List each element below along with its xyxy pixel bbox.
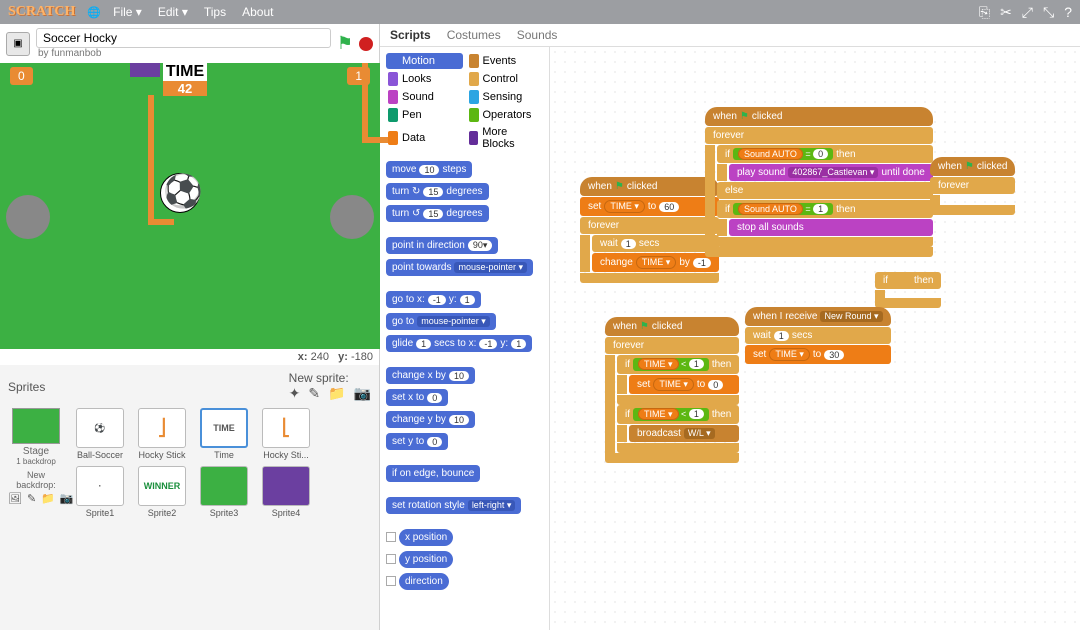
project-header: ▣ by funmanbob ⚑ (0, 24, 379, 63)
block-changey[interactable]: change y by10 (386, 411, 475, 428)
block-changex[interactable]: change x by10 (386, 367, 475, 384)
help-icon[interactable]: ? (1064, 4, 1072, 21)
dir-checkbox[interactable] (386, 576, 396, 586)
stage[interactable]: 0 1 TIME 42 (0, 63, 380, 349)
block-setx[interactable]: set x to0 (386, 389, 448, 406)
ypos-checkbox[interactable] (386, 554, 396, 564)
scratch-logo: SCRATCH (8, 4, 75, 20)
fullscreen-icon[interactable]: ▣ (6, 32, 30, 56)
block-sety[interactable]: set y to0 (386, 433, 448, 450)
duplicate-icon[interactable]: ⎘ (979, 4, 990, 21)
block-glide[interactable]: glide1secs to x:-1y:1 (386, 335, 532, 352)
block-point-towards[interactable]: point towardsmouse-pointer ▾ (386, 259, 533, 276)
paint-sprite-icon[interactable]: ✎ (308, 385, 320, 402)
sprite-purple (130, 63, 160, 77)
block-turn-cw[interactable]: turn ↻15degrees (386, 183, 489, 200)
score-left: 0 (10, 67, 33, 85)
sprite-time[interactable]: TIMETime (196, 408, 252, 460)
sprite-sprite2[interactable]: WINNERSprite2 (134, 466, 190, 518)
stop-icon[interactable] (359, 37, 373, 51)
main-menu: File ▾ Edit ▾ Tips About (113, 5, 273, 19)
reporter-direction[interactable]: direction (399, 573, 449, 590)
block-point-dir[interactable]: point in direction90▾ (386, 237, 498, 254)
sprite-sprite4[interactable]: Sprite4 (258, 466, 314, 518)
time-value: 42 (163, 81, 207, 96)
sprites-heading: Sprites (8, 380, 45, 394)
sprite-sprite3[interactable]: Sprite3 (196, 466, 252, 518)
hockey-stick-left (148, 95, 154, 225)
goal-left (6, 195, 50, 239)
left-column: ▣ by funmanbob ⚑ 0 1 TIME 42 x: 240 (0, 24, 380, 630)
new-sprite-label: New sprite: (289, 371, 349, 385)
block-bounce[interactable]: if on edge, bounce (386, 465, 480, 482)
tab-scripts[interactable]: Scripts (390, 28, 431, 42)
sprites-grid: ⚽Ball-Soccer ⎦Hocky Stick TIMETime ⎣Hock… (72, 408, 371, 518)
upload-backdrop-icon[interactable]: 📁 (41, 492, 55, 505)
choose-sprite-icon[interactable]: ✦ (289, 385, 301, 402)
reporter-xpos[interactable]: x position (399, 529, 453, 546)
xpos-checkbox[interactable] (386, 532, 396, 542)
editor-tabs: Scripts Costumes Sounds (380, 24, 1080, 47)
sprite-sprite1[interactable]: ·Sprite1 (72, 466, 128, 518)
block-turn-ccw[interactable]: turn ↺15degrees (386, 205, 489, 222)
cat-sensing[interactable]: Sensing (467, 89, 544, 105)
time-display: TIME 42 (163, 63, 207, 96)
goal-right (330, 195, 374, 239)
cat-events[interactable]: Events (467, 53, 544, 69)
cat-operators[interactable]: Operators (467, 107, 544, 123)
menu-file[interactable]: File ▾ (113, 5, 142, 19)
block-goto-xy[interactable]: go to x:-1y:1 (386, 291, 481, 308)
cat-looks[interactable]: Looks (386, 71, 463, 87)
shrink-icon[interactable]: ⤡ (1043, 4, 1054, 21)
script-stack-c[interactable]: when⚑clicked forever (930, 157, 1015, 215)
menu-about[interactable]: About (242, 5, 273, 19)
category-selector: Motion Events Looks Control Sound Sensin… (386, 53, 543, 151)
project-author: by funmanbob (36, 48, 331, 59)
hockey-stick-right (362, 63, 368, 143)
cat-more[interactable]: More Blocks (467, 125, 544, 151)
delete-icon[interactable]: ✂ (1000, 4, 1012, 21)
block-rotstyle[interactable]: set rotation styleleft-right ▾ (386, 497, 521, 514)
script-stack-b[interactable]: when⚑clicked forever ifSound AUTO = 0the… (705, 107, 933, 257)
reporter-ypos[interactable]: y position (399, 551, 453, 568)
top-bar: SCRATCH 🌐 File ▾ Edit ▾ Tips About ⎘ ✂ ⤢… (0, 0, 1080, 24)
paint-backdrop-icon[interactable]: ✎ (27, 492, 36, 505)
mouse-coords: x: 240 y: -180 (0, 349, 379, 365)
new-backdrop-label: New backdrop: (8, 470, 64, 490)
cat-pen[interactable]: Pen (386, 107, 463, 123)
grow-icon[interactable]: ⤢ (1022, 4, 1033, 21)
block-goto-mp[interactable]: go tomouse-pointer ▾ (386, 313, 496, 330)
globe-icon[interactable]: 🌐 (87, 6, 101, 19)
camera-sprite-icon[interactable]: 📷 (354, 385, 371, 402)
stage-thumbnail[interactable]: Stage 1 backdrop New backdrop: 🖼 ✎ 📁 📷 (8, 408, 64, 518)
cat-motion[interactable]: Motion (386, 53, 463, 69)
sprite-stick1[interactable]: ⎦Hocky Stick (134, 408, 190, 460)
menu-edit[interactable]: Edit ▾ (158, 5, 188, 19)
tab-costumes[interactable]: Costumes (447, 28, 501, 42)
sprite-ball[interactable]: ⚽Ball-Soccer (72, 408, 128, 460)
menu-tips[interactable]: Tips (204, 5, 226, 19)
green-flag-icon[interactable]: ⚑ (337, 33, 353, 54)
block-move[interactable]: move10steps (386, 161, 472, 178)
choose-backdrop-icon[interactable]: 🖼 (8, 492, 22, 505)
script-canvas[interactable]: when⚑clicked setTIME ▾to60 forever wait1… (550, 47, 1080, 630)
sprite-stick2[interactable]: ⎣Hocky Sti... (258, 408, 314, 460)
cat-data[interactable]: Data (386, 125, 463, 151)
project-title-input[interactable] (36, 28, 331, 48)
script-stack-f[interactable]: when⚑clicked forever ifTIME ▾ < 1then se… (605, 317, 739, 463)
right-column: Scripts Costumes Sounds Motion Events Lo… (380, 24, 1080, 630)
script-stack-d[interactable]: ifthen (875, 272, 941, 308)
cat-sound[interactable]: Sound (386, 89, 463, 105)
tab-sounds[interactable]: Sounds (517, 28, 558, 42)
block-palette: Motion Events Looks Control Sound Sensin… (380, 47, 550, 630)
script-stack-e[interactable]: when I receiveNew Round ▾ wait1secs setT… (745, 307, 891, 365)
cat-control[interactable]: Control (467, 71, 544, 87)
toolbar-right: ⎘ ✂ ⤢ ⤡ ? (979, 4, 1072, 21)
script-stack-a[interactable]: when⚑clicked setTIME ▾to60 forever wait1… (580, 177, 719, 283)
sprites-panel: Sprites New sprite: ✦ ✎ 📁 📷 Stage 1 back… (0, 365, 379, 630)
upload-sprite-icon[interactable]: 📁 (328, 385, 345, 402)
soccer-ball (160, 173, 200, 213)
time-label: TIME (163, 63, 207, 81)
